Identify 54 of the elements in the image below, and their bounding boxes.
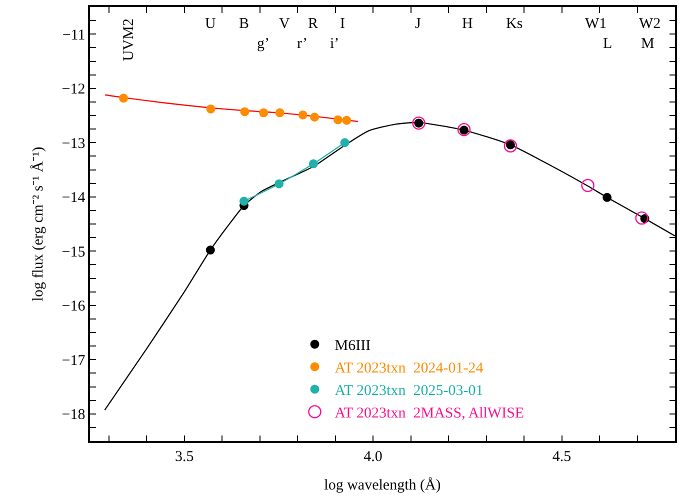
y-axis-title: log flux (erg cm⁻² s⁻¹ Å⁻¹) xyxy=(30,146,47,302)
point xyxy=(298,110,308,120)
point xyxy=(581,178,594,192)
point xyxy=(412,116,426,130)
annotation: R xyxy=(308,16,318,32)
point xyxy=(602,192,612,202)
point xyxy=(119,94,128,103)
point xyxy=(206,246,215,255)
line-series xyxy=(104,94,359,122)
annotation: W1 xyxy=(585,16,607,32)
point xyxy=(310,112,320,122)
annotation: r’ xyxy=(297,36,308,52)
point xyxy=(308,159,318,168)
annotation: I xyxy=(340,16,345,32)
y-tick-label: −12 xyxy=(62,82,86,98)
annotation: H xyxy=(462,16,473,32)
annotation: i’ xyxy=(330,36,340,52)
point xyxy=(333,115,342,124)
x-tick-label: 4.0 xyxy=(364,448,382,465)
annotation: U xyxy=(205,16,216,32)
y-tick-label: −14 xyxy=(62,190,86,206)
annotation: L xyxy=(603,36,612,52)
y-tick-label: −11 xyxy=(62,27,86,44)
annotation: V xyxy=(279,16,290,32)
point xyxy=(457,122,471,136)
point xyxy=(206,104,216,114)
annotation: W2 xyxy=(639,16,661,32)
legend-label: M6III xyxy=(334,338,371,354)
point xyxy=(342,116,352,125)
point xyxy=(504,139,518,153)
annotation: Ks xyxy=(506,16,523,32)
point xyxy=(239,196,248,206)
annotation: B xyxy=(239,16,250,32)
point xyxy=(259,108,268,118)
x-tick-label: 3.5 xyxy=(174,448,194,465)
point xyxy=(275,108,284,118)
point xyxy=(340,138,350,148)
legend-label: AT 2023txn 2MASS, AllWISE xyxy=(334,406,524,422)
y-tick-label: −18 xyxy=(62,407,86,424)
point xyxy=(274,179,284,188)
annotation: UVM2 xyxy=(120,18,137,62)
y-tick-label: −17 xyxy=(62,352,86,369)
y-tick-label: −16 xyxy=(62,298,86,315)
x-axis-title: log wavelength (Å) xyxy=(324,476,441,494)
annotation: J xyxy=(415,16,421,32)
point xyxy=(240,107,250,116)
y-tick-label: −15 xyxy=(62,244,86,260)
annotation: g’ xyxy=(257,36,270,52)
x-tick-label: 4.5 xyxy=(552,448,572,465)
point xyxy=(635,211,648,225)
y-tick-label: −13 xyxy=(62,136,86,152)
legend-label: AT 2023txn 2025-03-01 xyxy=(334,383,484,400)
annotation: M xyxy=(641,36,654,52)
legend-label: AT 2023txn 2024-01-24 xyxy=(334,360,484,377)
